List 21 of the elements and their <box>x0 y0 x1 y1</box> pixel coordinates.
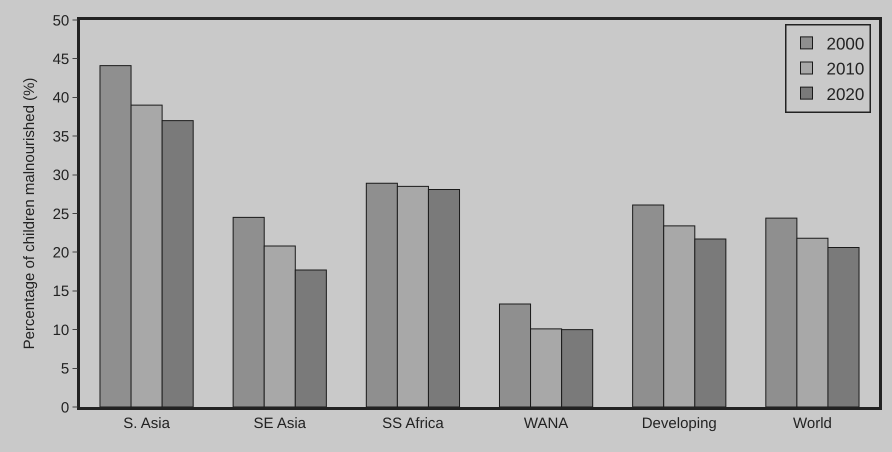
y-tick-label: 0 <box>60 399 70 416</box>
x-tick-label: SS Africa <box>382 414 444 432</box>
x-tick-label: World <box>792 414 832 432</box>
y-tick-label: 15 <box>52 283 70 300</box>
y-tick-label: 35 <box>52 128 70 146</box>
y-tick-label: 20 <box>52 244 70 262</box>
x-tick-label: S. Asia <box>123 414 171 432</box>
y-tick-label: 5 <box>60 360 70 378</box>
y-tick-label: 45 <box>52 50 70 68</box>
legend-label: 2010 <box>826 60 864 79</box>
y-axis-title: Percentage of children malnourished (%) <box>20 78 38 350</box>
legend-label: 2000 <box>826 34 864 54</box>
y-tick-label: 25 <box>52 206 70 223</box>
x-tick-label: Developing <box>642 414 717 432</box>
y-tick-label: 10 <box>52 322 70 339</box>
y-tick-label: 50 <box>52 12 70 30</box>
x-tick-label: WANA <box>524 414 568 432</box>
y-tick-label: 30 <box>52 167 70 184</box>
x-tick-label: SE Asia <box>253 414 307 432</box>
y-tick-label: 40 <box>52 90 70 107</box>
legend-label: 2020 <box>826 84 864 104</box>
